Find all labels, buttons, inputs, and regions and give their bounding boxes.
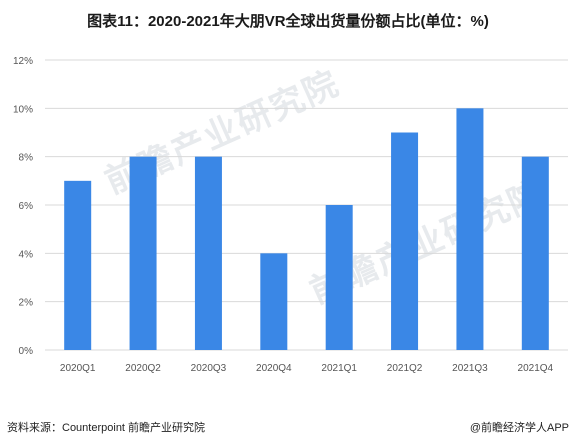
- x-tick-label: 2021Q1: [321, 363, 357, 374]
- x-tick-label: 2021Q2: [387, 363, 423, 374]
- chart-title: 图表11：2020-2021年大朋VR全球出货量份额占比(单位：%): [87, 13, 489, 30]
- y-tick-label: 0%: [19, 346, 34, 357]
- bar-2021Q3: [456, 108, 484, 350]
- y-tick-label: 12%: [13, 56, 33, 67]
- x-axis-ticks: 2020Q1 2020Q2 2020Q3 2020Q4 2021Q1 2021Q2 2021…: [60, 363, 554, 374]
- y-tick-label: 8%: [19, 153, 34, 164]
- x-tick-label: 2020Q3: [191, 363, 227, 374]
- bar-2020Q1: [64, 180, 92, 350]
- bar-2021Q4: [521, 156, 549, 350]
- credit-note: @前瞻经济学人APP: [469, 422, 569, 434]
- bars: [64, 108, 549, 350]
- bar-2021Q1: [325, 205, 353, 350]
- source-note: 资料来源：Counterpoint 前瞻产业研究院: [7, 422, 206, 434]
- bar-2021Q2: [391, 132, 419, 350]
- x-tick-label: 2021Q3: [452, 363, 488, 374]
- x-tick-label: 2020Q1: [60, 363, 96, 374]
- x-tick-label: 2021Q4: [518, 363, 554, 374]
- x-tick-label: 2020Q2: [125, 363, 161, 374]
- y-tick-label: 10%: [13, 104, 33, 115]
- bar-2020Q4: [260, 253, 288, 350]
- y-axis-ticks: 0% 2% 4% 6% 8% 10% 12%: [13, 56, 33, 357]
- y-tick-label: 4%: [19, 249, 34, 260]
- y-tick-label: 6%: [19, 201, 34, 212]
- bar-2020Q3: [194, 156, 222, 350]
- x-tick-label: 2020Q4: [256, 363, 292, 374]
- y-tick-label: 2%: [19, 298, 34, 309]
- grid-lines: [45, 59, 568, 351]
- bar-2020Q2: [129, 156, 157, 350]
